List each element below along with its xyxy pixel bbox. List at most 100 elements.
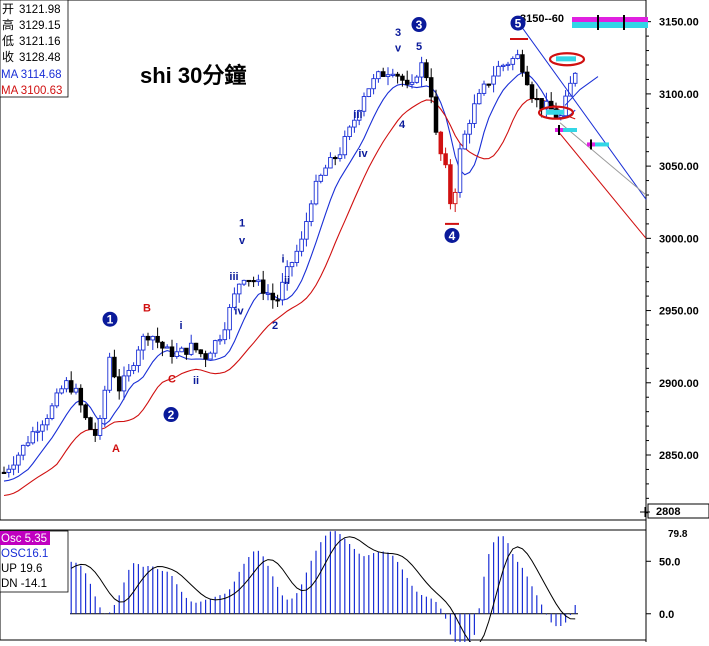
ohlc-label: 收 [2,50,14,64]
candle-body [217,339,223,342]
chart-title: shi 30分鐘 [140,63,246,88]
cyan-marker [546,109,564,115]
candle-body [371,78,376,90]
projection-marker [589,142,609,147]
candle-body [44,418,50,426]
osc-tick-label: 50.0 [659,556,680,568]
candle-body [25,442,31,446]
price-tick-label: 3000.00 [659,233,699,245]
candle-body [88,417,93,430]
candle-body [428,77,434,98]
candle-body [568,82,573,97]
candle-body [78,387,84,406]
candle-body [112,356,117,378]
candle-body [251,280,256,283]
ohlc-value: 3121.16 [19,36,61,48]
candle-body [534,98,540,101]
candle-body [136,349,141,367]
candle-body [347,126,352,138]
candle-body [198,349,204,355]
ma-label: MA 3114.68 [1,69,62,81]
candle-body [11,464,16,470]
candle-body [140,335,146,351]
wave-count-label: 4 [449,229,456,243]
candle-body [30,431,36,444]
candle-body [304,221,309,240]
candle-body [496,65,501,77]
wave-label: i [179,320,182,332]
candle-body [419,62,424,78]
wave-label: ii [193,375,199,387]
candle-body [491,75,496,85]
channel-upper-line [519,24,647,200]
candle-body [443,153,448,166]
candle-body [121,375,127,392]
osc-label: DN -14.1 [1,578,47,590]
wave-label: 3 [395,27,401,39]
target-zone-bar [572,17,648,22]
candle-body [505,63,511,66]
candle-body [83,404,88,419]
price-tick-label: 3100.00 [659,89,699,101]
ohlc-label: 高 [2,17,14,32]
candle-body [356,110,362,121]
candle-body [452,191,458,205]
osc-top-value: 79.8 [668,529,688,540]
osc-label: Osc 5.35 [1,533,47,545]
wave-label: iv [234,306,244,318]
candle-body [539,98,544,110]
wave-label: iii [229,271,238,283]
oscillator-panel [0,529,647,641]
candle-body [73,387,79,393]
wave-label: 1 [239,217,245,229]
wave-label: iv [358,148,368,160]
price-panel [0,0,647,521]
candle-body [448,164,453,205]
wave-label: ii [284,275,290,287]
price-tick-label: 3150.00 [659,17,699,29]
candle-body [260,279,266,294]
candle-body [97,417,103,436]
candle-body [342,136,348,156]
candle-body [208,352,213,360]
wave-count-label: 2 [168,408,175,422]
wave-count-circle [510,15,526,31]
wave-count-circle [163,407,179,423]
current-price-label: 2808 [656,506,680,518]
candle-body [222,329,228,341]
ohlc-label: 低 [2,34,14,48]
candle-body [472,103,477,124]
candle-body [145,335,151,341]
candle-body [313,180,319,205]
candle-body [131,365,136,371]
wave-label: 4 [399,119,406,131]
ma-label: MA 3100.63 [1,85,62,97]
price-tick-label: 2850.00 [659,450,699,462]
wave-count-circle [102,311,118,327]
ohlc-value: 3121.98 [19,4,61,16]
channel-mid-line [559,122,647,196]
candle-body [289,262,295,268]
ohlc-value: 3129.15 [19,20,61,32]
price-tick-label: 3050.00 [659,161,699,173]
candle-body [438,131,444,155]
candle-body [212,340,218,354]
candle-body [270,292,276,301]
wave-label: 5 [416,41,422,53]
candle-body [179,347,184,353]
candle-body [188,342,194,355]
target-zone-bar [572,22,648,28]
candle-body [414,76,420,83]
candle-body [1,471,7,474]
candle-body [126,370,132,377]
candle-body [500,64,506,67]
cyan-marker [556,56,576,62]
candle-body [150,335,156,341]
candle-body [169,346,175,357]
candle-body [275,299,280,302]
wave-label: C [168,373,176,385]
candle-body [385,74,391,77]
candle-body [155,335,160,343]
